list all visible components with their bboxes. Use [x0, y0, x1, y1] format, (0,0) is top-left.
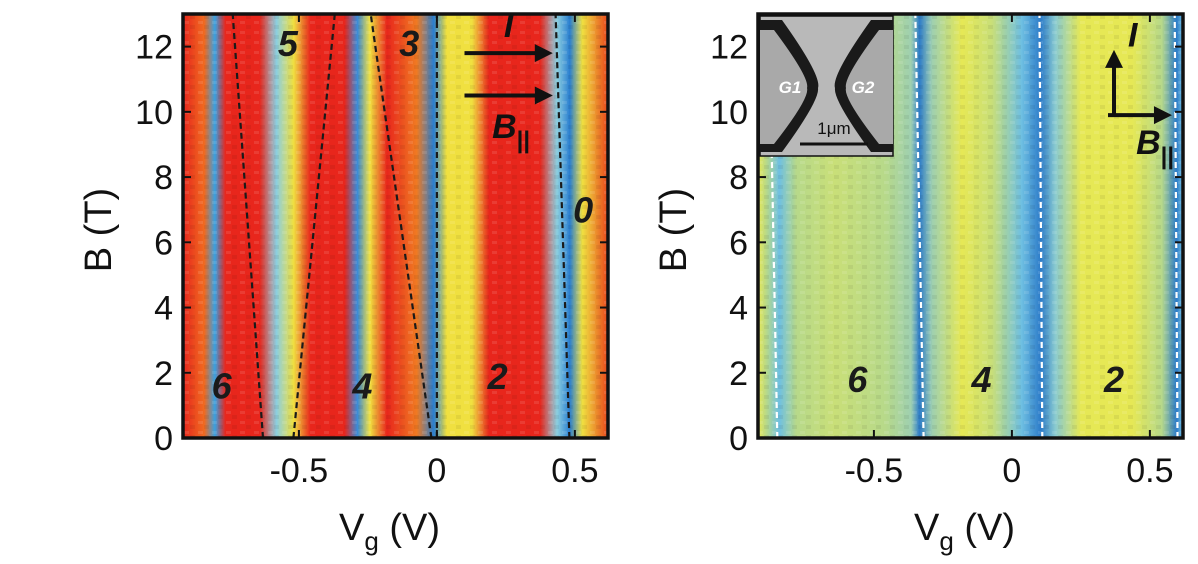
- field-label-sub: ||: [517, 127, 530, 154]
- x-tick-label: 0.5: [551, 452, 598, 490]
- gate-left-label: G1: [779, 78, 802, 97]
- current-label: I: [1128, 17, 1139, 55]
- region-label: 2: [1103, 359, 1124, 400]
- y-axis-label: B (T): [653, 188, 695, 272]
- x-axis-label-sub: g: [364, 526, 378, 556]
- region-label: 6: [847, 359, 868, 400]
- current-arrow-head: [1105, 49, 1124, 68]
- y-tick-label: 0: [154, 420, 173, 458]
- gate-right-fill: [845, 30, 893, 144]
- chart-panel-1: 5 3 0 6 4 2 -0.5 0 0.5 0 2 4 6 8 10 12 Vg (V) B (T) I B||: [78, 7, 610, 556]
- region-label: 0: [573, 189, 593, 230]
- x-tick-label: -0.5: [845, 452, 904, 490]
- y-tick-label: 2: [729, 355, 748, 393]
- boundary-line-4: [1173, 13, 1179, 439]
- x-tick-label: 0.5: [1126, 452, 1173, 490]
- boundary-line-1: [231, 13, 265, 439]
- current-label: I: [504, 7, 515, 45]
- y-tick-label: 6: [729, 224, 748, 262]
- boundary-line-2: [292, 13, 336, 439]
- region-label: 4: [971, 359, 992, 400]
- y-tick-label: 8: [154, 159, 173, 197]
- x-tick-label: 0: [427, 452, 446, 490]
- y-tick-label: 12: [710, 29, 748, 67]
- device-inset: G1 G2 1μm: [759, 15, 894, 157]
- current-arrow-head: [534, 44, 553, 63]
- scalebar-label: 1μm: [817, 119, 850, 138]
- y-tick-label: 4: [729, 290, 748, 328]
- field-label: B||: [492, 108, 530, 154]
- region-label: 6: [212, 366, 233, 407]
- x-tick-label: -0.5: [270, 452, 329, 490]
- y-tick-label: 6: [154, 224, 173, 262]
- heatmap-texture: [183, 14, 608, 438]
- field-label: B||: [1136, 124, 1174, 170]
- y-tick-label: 4: [154, 290, 173, 328]
- field-arrow-head: [534, 86, 553, 105]
- direction-arrows: I B||: [1105, 17, 1174, 170]
- y-tick-label: 12: [135, 29, 173, 67]
- gate-left-fill: [760, 30, 808, 144]
- y-tick-label: 10: [710, 94, 748, 132]
- x-tick-label: 0: [1002, 452, 1021, 490]
- region-label: 4: [351, 366, 372, 407]
- boundary-line-2: [914, 13, 925, 439]
- x-axis-label: Vg (V): [914, 507, 1015, 556]
- direction-arrows: I B||: [464, 7, 553, 154]
- field-label-main: B: [1136, 124, 1161, 162]
- y-tick-label: 2: [154, 355, 173, 393]
- boundary-line-3: [369, 13, 433, 439]
- region-label: 2: [487, 356, 508, 397]
- y-tick-label: 8: [729, 159, 748, 197]
- field-label-sub: ||: [1161, 143, 1174, 170]
- field-arrow-head: [1153, 106, 1172, 125]
- y-axis-label: B (T): [78, 188, 120, 272]
- x-axis-label-main: V: [914, 507, 940, 549]
- boundary-line-3: [1038, 13, 1044, 439]
- chart-panel-2: 6 4 2 -0.5 0 0.5 0 2 4 6 8 10 12 Vg (V) B (T) I B|| G1 G2 1…: [653, 12, 1185, 556]
- y-tick-label: 10: [135, 94, 173, 132]
- x-axis-label-main: V: [339, 507, 365, 549]
- x-axis-label-unit: (V): [379, 507, 440, 549]
- boundary-line-5: [554, 13, 571, 439]
- region-label: 3: [399, 23, 419, 64]
- x-axis-label: Vg (V): [339, 507, 440, 556]
- region-label: 5: [278, 23, 299, 64]
- gate-right-label: G2: [852, 78, 875, 97]
- field-label-main: B: [492, 108, 517, 146]
- x-axis-label-unit: (V): [954, 507, 1015, 549]
- plot-frame: [181, 12, 610, 440]
- y-tick-label: 0: [729, 420, 748, 458]
- x-axis-label-sub: g: [939, 526, 953, 556]
- plot-frame: [756, 12, 1185, 440]
